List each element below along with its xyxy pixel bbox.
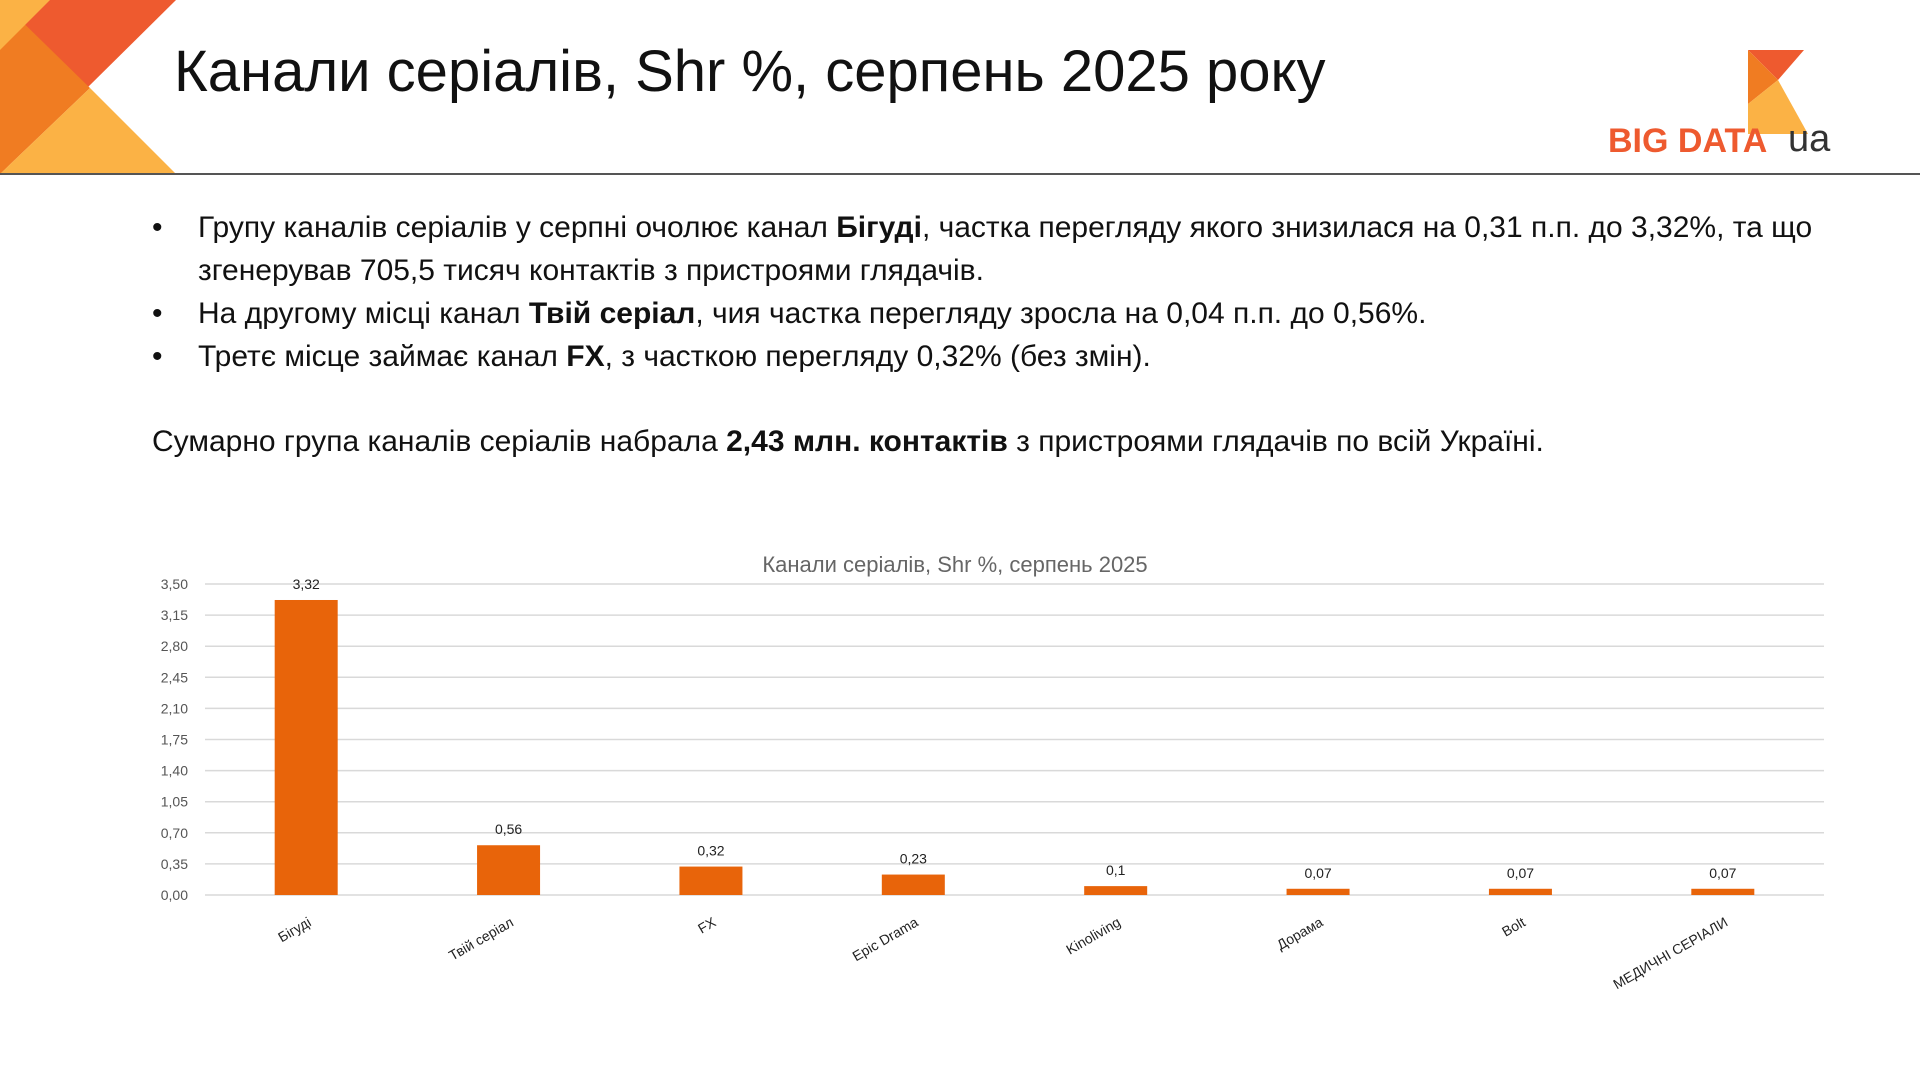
page-title: Канали серіалів, Shr %, серпень 2025 рок… <box>174 39 1326 104</box>
data-label: 0,07 <box>1709 865 1736 881</box>
x-tick-label: Бігуді <box>275 914 314 945</box>
y-tick-label: 2,10 <box>161 700 188 716</box>
logo-suffix: ua <box>1788 118 1831 160</box>
bullet-item: Групу каналів серіалів у серпні очолює к… <box>152 206 1872 292</box>
y-tick-label: 2,45 <box>161 669 188 685</box>
bullet-highlight: Бігуді <box>836 211 922 244</box>
bullet-item: Третє місце займає канал FX, з часткою п… <box>152 335 1872 378</box>
x-tick-label: Твій серіал <box>446 914 516 964</box>
logo-mark-icon <box>1748 50 1808 134</box>
bullet-highlight: FX <box>566 340 605 373</box>
y-tick-label: 2,80 <box>161 638 188 654</box>
y-tick-label: 0,00 <box>161 887 188 903</box>
bar <box>1691 888 1755 895</box>
data-labels: 3,32 0,56 0,32 0,23 0,1 0,07 0,07 0,07 <box>293 576 1737 881</box>
bullet-item: На другому місці канал Твій серіал, чия … <box>152 292 1872 335</box>
data-label: 0,56 <box>495 821 522 837</box>
x-tick-label: Дорама <box>1274 914 1326 953</box>
data-label: 0,07 <box>1507 865 1534 881</box>
data-label: 0,23 <box>900 851 927 867</box>
data-label: 3,32 <box>293 576 320 592</box>
brand-logo: BIG DATA ua <box>1600 46 1830 162</box>
y-axis-ticks: 0,00 0,35 0,70 1,05 1,40 1,75 2,10 2,45 2,80 3,15… <box>161 576 188 903</box>
data-label: 0,32 <box>697 843 724 859</box>
x-tick-label: Bolt <box>1499 914 1528 940</box>
bar <box>1286 888 1350 895</box>
y-tick-label: 3,15 <box>161 607 188 623</box>
x-tick-label: FX <box>695 913 719 936</box>
y-tick-label: 1,75 <box>161 732 188 748</box>
header-divider <box>0 173 1920 175</box>
bar <box>679 866 743 895</box>
logo-text: BIG DATA <box>1608 122 1768 160</box>
x-tick-label: Epic Drama <box>849 914 921 965</box>
x-tick-label: МЕДИЧНІ СЕРІАЛИ <box>1610 914 1730 993</box>
y-tick-label: 0,70 <box>161 825 188 841</box>
bullet-list: Групу каналів серіалів у серпні очолює к… <box>152 206 1872 378</box>
data-label: 0,1 <box>1106 862 1126 878</box>
bar <box>1084 886 1148 895</box>
summary-highlight: 2,43 млн. контактів <box>726 425 1008 458</box>
bar-chart: Канали серіалів, Shr %, серпень 2025 0,0… <box>161 552 1824 992</box>
corner-decoration <box>0 0 176 174</box>
data-label: 0,07 <box>1304 865 1331 881</box>
bars <box>274 599 1755 895</box>
bullet-highlight: Твій серіал <box>528 297 696 330</box>
x-tick-label: Kinoliving <box>1063 914 1123 958</box>
bar <box>477 845 541 895</box>
gridlines <box>205 583 1824 896</box>
y-tick-label: 1,05 <box>161 794 188 810</box>
y-tick-label: 3,50 <box>161 576 188 592</box>
y-tick-label: 1,40 <box>161 763 188 779</box>
bar <box>1488 888 1552 895</box>
summary-text: Сумарно група каналів серіалів набрала 2… <box>152 425 1544 458</box>
bar <box>274 599 338 895</box>
bar <box>881 874 945 895</box>
x-axis-labels: Бігуді Твій серіал FX Epic Drama Kinoliving Д… <box>275 913 1730 992</box>
chart-title: Канали серіалів, Shr %, серпень 2025 <box>762 552 1147 577</box>
y-tick-label: 0,35 <box>161 856 188 872</box>
